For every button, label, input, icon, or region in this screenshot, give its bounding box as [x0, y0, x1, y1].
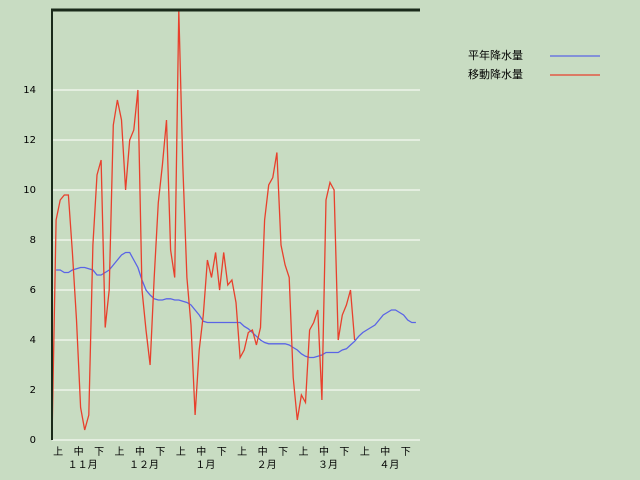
x-tick-label: 下 [217, 447, 227, 458]
y-tick-label: 4 [30, 335, 36, 346]
x-tick-label: 上 [360, 446, 370, 458]
y-tick-label: 14 [23, 85, 36, 96]
y-tick-label: 0 [30, 435, 36, 446]
x-tick-label: 中 [258, 445, 268, 458]
x-tick-label: 中 [135, 445, 145, 458]
month-label: ４月 [379, 459, 399, 471]
legend-label: 移動降水量 [468, 67, 523, 81]
data-line [56, 251, 416, 359]
y-tick-label: 12 [23, 135, 36, 146]
y-tick-label: 2 [30, 385, 36, 396]
month-label: ２月 [257, 459, 277, 471]
month-label: １月 [195, 459, 215, 471]
x-tick-label: 上 [237, 446, 247, 458]
plot-lines [52, 10, 416, 441]
data-line [52, 10, 356, 441]
grid [52, 89, 420, 441]
y-tick-label: 8 [30, 235, 36, 246]
legend-label: 平年降水量 [468, 48, 523, 62]
x-tick-label: 上 [115, 446, 125, 458]
x-tick-label: 上 [53, 446, 63, 458]
y-tick-label: 6 [30, 285, 36, 296]
x-tick-label: 中 [74, 445, 84, 458]
month-label: １２月 [129, 459, 159, 471]
month-label: ３月 [318, 459, 338, 471]
x-tick-label: 下 [401, 447, 411, 458]
month-label: １１月 [68, 459, 98, 471]
x-tick-label: 中 [196, 445, 206, 458]
x-tick-label: 下 [94, 447, 104, 458]
labels: 02468101214上中下上中下上中下上中下上中下上中下１１月 １２月 １月 ２月 ３… [23, 48, 600, 471]
x-tick-label: 下 [278, 447, 288, 458]
y-tick-label: 10 [23, 185, 36, 196]
x-tick-label: 中 [319, 445, 329, 458]
x-tick-label: 中 [380, 445, 390, 458]
x-tick-label: 下 [155, 447, 165, 458]
x-tick-label: 上 [299, 446, 309, 458]
x-tick-label: 下 [339, 447, 349, 458]
x-tick-label: 上 [176, 446, 186, 458]
